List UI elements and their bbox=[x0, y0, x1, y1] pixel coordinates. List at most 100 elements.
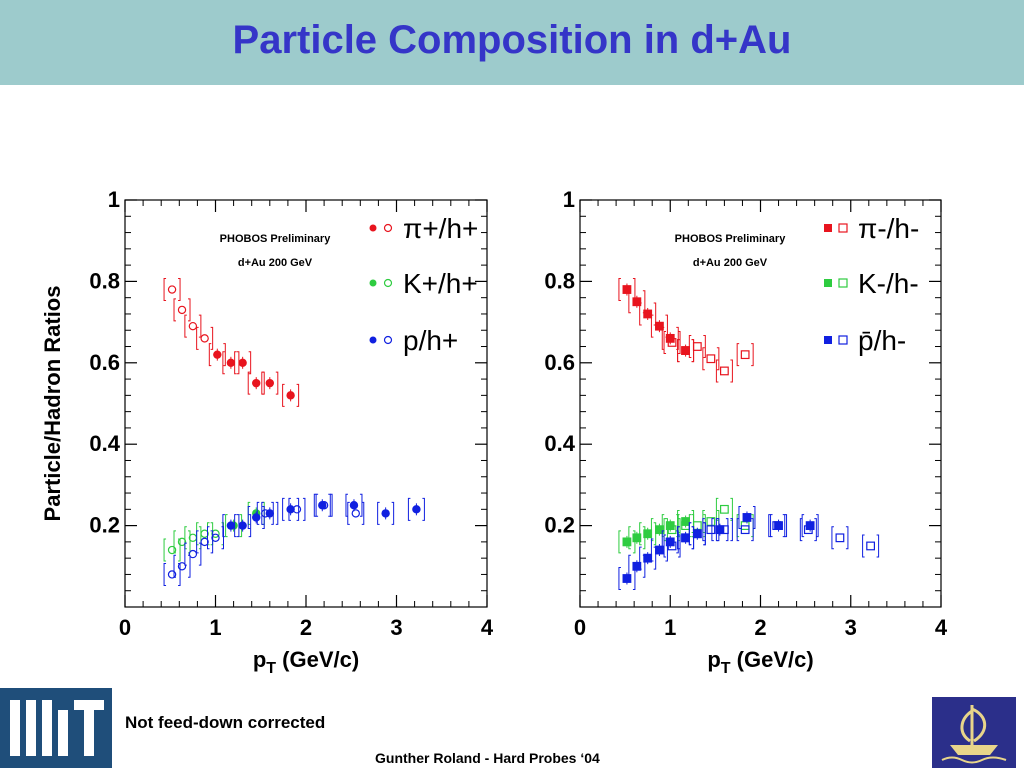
data-point-open bbox=[200, 529, 209, 538]
error-bracket bbox=[801, 514, 819, 538]
annotation-collaboration: PHOBOS Preliminary bbox=[220, 233, 332, 245]
error-bracket bbox=[196, 326, 214, 350]
data-point-filled bbox=[265, 378, 274, 388]
title-bar bbox=[0, 0, 1024, 85]
error-bracket bbox=[715, 497, 733, 521]
error-bracket bbox=[736, 518, 754, 542]
legend-label: π+/h+ bbox=[403, 213, 478, 244]
data-point-open bbox=[692, 529, 702, 539]
data-point-open bbox=[351, 509, 360, 518]
data-point-filled bbox=[381, 509, 390, 518]
data-point-filled bbox=[318, 501, 327, 510]
data-point-open bbox=[835, 533, 845, 543]
error-bracket bbox=[702, 347, 720, 371]
x-tick-label: 0 bbox=[574, 615, 586, 640]
error-bracket bbox=[862, 534, 880, 558]
data-point-filled bbox=[349, 501, 359, 510]
data-point-open bbox=[188, 549, 198, 559]
y-tick-label: 1 bbox=[563, 187, 575, 212]
error-bracket bbox=[173, 530, 191, 554]
x-tick-label: 4 bbox=[935, 615, 948, 640]
error-bracket bbox=[208, 343, 226, 367]
error-bracket bbox=[282, 497, 300, 521]
data-point-filled bbox=[226, 358, 236, 367]
legend-marker-open bbox=[383, 278, 393, 288]
error-bracket bbox=[688, 335, 706, 359]
y-tick-label: 0.2 bbox=[89, 513, 120, 538]
y-tick-label: 0.4 bbox=[544, 431, 575, 456]
x-axis-label: pT (GeV/c) bbox=[253, 647, 359, 677]
x-tick-label: 3 bbox=[845, 615, 857, 640]
data-point-filled bbox=[622, 574, 632, 583]
data-point-filled bbox=[238, 521, 247, 530]
data-point-open bbox=[200, 537, 209, 547]
error-bracket bbox=[163, 562, 181, 586]
legend-marker-open bbox=[838, 278, 848, 288]
x-tick-label: 2 bbox=[754, 615, 766, 640]
error-bracket bbox=[688, 522, 706, 546]
legend-marker-filled bbox=[824, 336, 832, 344]
x-axis-label: pT (GeV/c) bbox=[707, 647, 813, 677]
data-point-filled bbox=[655, 321, 664, 331]
error-bracket bbox=[639, 302, 657, 326]
data-point-open bbox=[772, 521, 782, 530]
data-point-filled bbox=[265, 509, 274, 518]
data-point-open bbox=[177, 305, 187, 315]
data-point-open bbox=[719, 366, 729, 376]
error-bracket bbox=[407, 497, 425, 521]
error-bracket bbox=[234, 351, 252, 375]
error-bracket bbox=[313, 493, 331, 517]
legend-marker-filled bbox=[369, 279, 377, 287]
mit-logo bbox=[0, 688, 112, 768]
data-point-filled bbox=[286, 505, 295, 514]
y-tick-label: 0.6 bbox=[544, 350, 575, 375]
error-bracket bbox=[347, 501, 365, 525]
data-point-filled bbox=[681, 346, 690, 355]
annotation-system: d+Au 200 GeV bbox=[238, 257, 313, 269]
x-tick-label: 2 bbox=[300, 615, 312, 640]
data-point-filled bbox=[715, 525, 725, 535]
x-tick-label: 4 bbox=[481, 615, 494, 640]
credit: Gunther Roland - Hard Probes ‘04 bbox=[375, 750, 600, 766]
error-bracket bbox=[163, 538, 181, 562]
legend-marker-filled bbox=[824, 224, 832, 232]
data-point-filled bbox=[655, 525, 664, 535]
y-tick-label: 1 bbox=[108, 187, 120, 212]
legend-marker-open bbox=[838, 335, 848, 345]
data-point-open bbox=[706, 525, 716, 535]
data-point-open bbox=[740, 350, 750, 360]
error-bracket bbox=[196, 522, 214, 546]
data-point-filled bbox=[286, 391, 295, 400]
data-point-filled bbox=[632, 533, 642, 543]
y-tick-label: 0.8 bbox=[89, 268, 120, 293]
data-point-open bbox=[719, 525, 729, 535]
error-bracket bbox=[173, 554, 191, 578]
data-point-open bbox=[803, 525, 813, 535]
data-point-filled bbox=[643, 553, 653, 563]
error-bracket bbox=[799, 518, 817, 542]
annotation-collaboration: PHOBOS Preliminary bbox=[675, 233, 787, 245]
error-bracket bbox=[184, 314, 202, 338]
x-tick-label: 3 bbox=[390, 615, 402, 640]
x-tick-label: 0 bbox=[119, 615, 131, 640]
data-point-filled bbox=[643, 309, 653, 319]
data-point-filled bbox=[632, 561, 642, 571]
error-bracket bbox=[261, 501, 279, 525]
data-point-filled bbox=[622, 285, 632, 294]
data-point-open bbox=[177, 537, 187, 547]
error-bracket bbox=[315, 493, 333, 517]
data-point-open bbox=[740, 525, 750, 535]
footnote: Not feed-down corrected bbox=[125, 713, 326, 732]
y-tick-label: 0.4 bbox=[89, 431, 120, 456]
legend-label: π-/h- bbox=[858, 213, 919, 244]
data-point-filled bbox=[643, 529, 653, 539]
data-point-filled bbox=[252, 378, 261, 388]
data-point-open bbox=[667, 541, 677, 551]
data-point-filled bbox=[622, 537, 632, 547]
legend-marker-open bbox=[383, 223, 393, 233]
data-point-filled bbox=[412, 505, 421, 514]
legend-marker-filled bbox=[369, 336, 377, 344]
error-bracket bbox=[261, 371, 279, 395]
data-point-open bbox=[667, 338, 677, 347]
